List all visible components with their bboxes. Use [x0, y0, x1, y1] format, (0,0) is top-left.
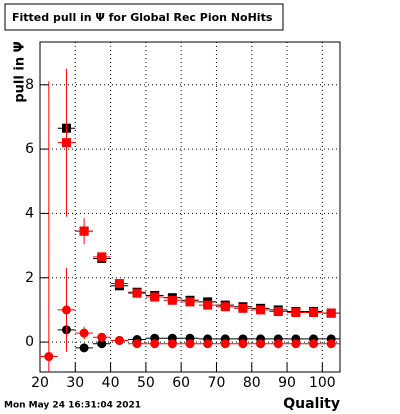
marker — [150, 292, 160, 302]
y-axis-label: pull in Ψ — [13, 41, 28, 102]
plot-area: 0 2 4 6 8 20 30 40 50 60 70 80 90 100 — [25, 41, 341, 391]
marker — [256, 339, 266, 349]
x-tick-label: 90 — [278, 375, 296, 391]
marker — [326, 308, 336, 318]
x-tick-label: 50 — [137, 375, 155, 391]
x-tick-label: 60 — [172, 375, 190, 391]
y-tick-label: 8 — [25, 77, 34, 93]
marker — [150, 339, 160, 349]
marker — [238, 339, 248, 349]
marker — [326, 339, 336, 349]
marker — [185, 297, 195, 307]
marker — [238, 303, 248, 313]
marker — [256, 305, 266, 315]
marker — [97, 332, 107, 342]
marker — [291, 339, 301, 349]
marker — [44, 352, 54, 362]
y-tick-label: 0 — [25, 334, 34, 350]
x-tick-label: 100 — [309, 375, 336, 391]
marker — [203, 339, 213, 349]
x-tick-label: 70 — [208, 375, 226, 391]
marker — [114, 279, 124, 289]
marker — [97, 339, 107, 349]
x-axis-label: Quality — [283, 396, 340, 412]
marker — [79, 328, 89, 338]
y-tick-label: 4 — [25, 205, 34, 221]
marker — [132, 288, 142, 298]
marker — [167, 339, 177, 349]
y-tick-label: 2 — [25, 270, 34, 286]
x-tick-label: 20 — [31, 375, 49, 391]
x-tick-label: 30 — [66, 375, 84, 391]
marker — [114, 335, 124, 345]
marker — [97, 252, 107, 262]
marker — [220, 302, 230, 312]
timestamp: Mon May 24 16:31:04 2021 — [4, 401, 141, 411]
marker — [273, 339, 283, 349]
marker — [309, 307, 319, 317]
title-box — [4, 3, 284, 31]
marker — [79, 226, 89, 236]
marker — [61, 305, 71, 315]
marker — [185, 339, 195, 349]
marker — [203, 300, 213, 310]
marker — [167, 295, 177, 305]
chart-title: Fitted pull in Ψ for Global Rec Pion NoH… — [12, 11, 273, 24]
frame — [39, 41, 341, 373]
marker — [61, 138, 71, 148]
marker — [273, 307, 283, 317]
marker — [291, 307, 301, 317]
marker — [132, 339, 142, 349]
marker — [220, 339, 230, 349]
marker — [309, 339, 319, 349]
marker — [79, 343, 89, 353]
x-tick-label: 80 — [243, 375, 261, 391]
x-tick-label: 40 — [102, 375, 120, 391]
y-tick-label: 6 — [25, 141, 34, 157]
